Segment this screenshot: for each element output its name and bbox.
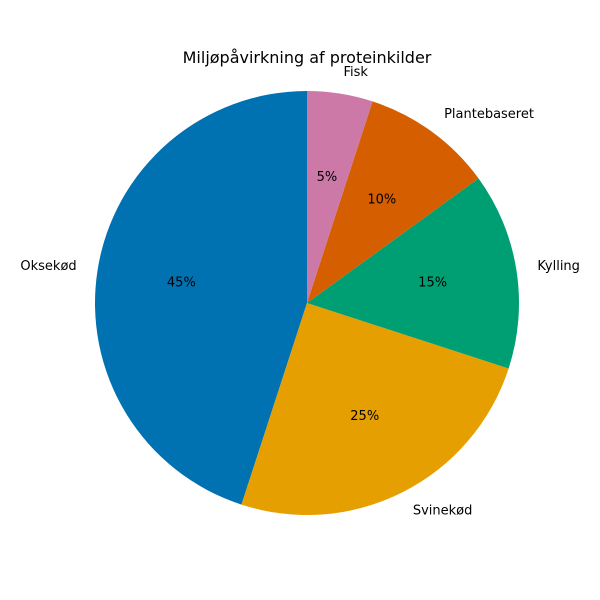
- pie-slice-kylling: [307, 178, 519, 369]
- pie-slice-plantebaseret: [307, 101, 479, 303]
- slice-label-plantebaseret: Plantebaseret: [444, 107, 534, 122]
- slice-label-fisk: Fisk: [343, 65, 368, 80]
- slice-percent-kylling: 15%: [418, 276, 447, 291]
- pie-slice-fisk: [307, 91, 373, 303]
- slice-label-svinekød: Svinekød: [413, 503, 473, 518]
- slice-label-kylling: Kylling: [537, 259, 580, 274]
- pie-slice-svinekød: [241, 303, 509, 516]
- slice-percent-svinekød: 25%: [350, 409, 379, 424]
- chart-title: Miljøpåvirkning af proteinkilder: [183, 48, 432, 67]
- pie-labels: Oksekød 45% Svinekød 25% Kylling 15% Plantebas…: [20, 65, 580, 518]
- slice-label-oksekød: Oksekød: [20, 259, 76, 274]
- slice-percent-fisk: 5%: [317, 170, 338, 185]
- slice-percent-plantebaseret: 10%: [367, 193, 396, 208]
- slice-percent-oksekød: 45%: [167, 276, 196, 291]
- pie-slices: [94, 91, 519, 516]
- pie-slice-oksekød: [94, 91, 307, 505]
